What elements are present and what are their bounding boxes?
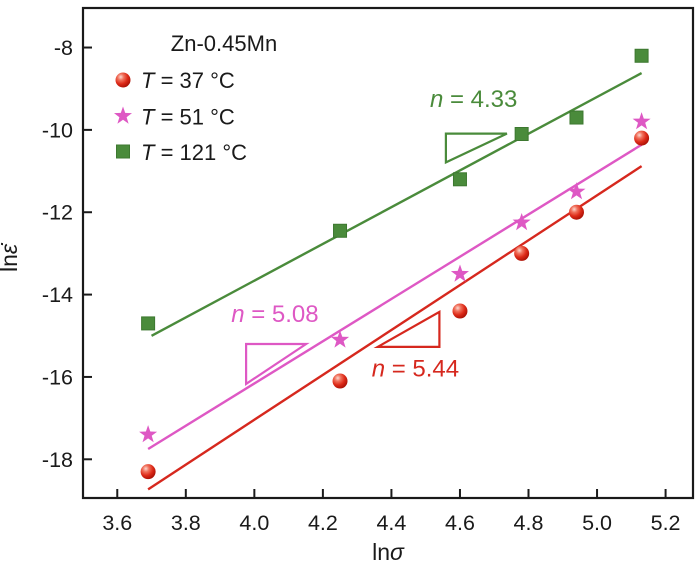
fit-line-t37 <box>147 165 643 491</box>
y-tick-label: -14 <box>42 283 73 307</box>
n-label-t51: n = 5.08 <box>231 301 318 328</box>
y-tick-label: -8 <box>54 36 73 60</box>
data-point-t121-1 <box>141 316 156 331</box>
data-point-t51-2 <box>331 330 350 348</box>
legend-marker-t121 <box>116 144 130 159</box>
x-tick-label: 3.6 <box>102 511 132 535</box>
n-label-t121: n = 4.33 <box>430 86 517 113</box>
y-axis-label: lnε̇ <box>0 242 22 272</box>
data-point-t121-5 <box>569 110 584 125</box>
data-point-t51-4 <box>512 213 531 231</box>
legend-marker-t37 <box>115 72 131 88</box>
slope-triangle-t121 <box>444 132 508 165</box>
data-point-t51-3 <box>450 264 469 282</box>
data-point-t37-2 <box>332 373 348 389</box>
slope-triangle-t37 <box>373 310 441 348</box>
data-point-t121-2 <box>333 223 348 238</box>
x-tick-label: 4.2 <box>308 511 338 535</box>
x-tick-label: 4.0 <box>239 511 269 535</box>
data-point-t51-5 <box>567 182 586 200</box>
x-axis-label: lnσ <box>372 539 405 565</box>
legend-label-t121: T = 121 °C <box>141 140 247 165</box>
x-tick-label: 4.8 <box>514 511 544 535</box>
data-point-t37-1 <box>140 464 156 480</box>
y-tick-label: -16 <box>42 365 73 389</box>
legend-label-t37: T = 37 °C <box>141 68 235 93</box>
data-point-t51-6 <box>632 112 651 130</box>
x-tick-label: 4.6 <box>445 511 475 535</box>
fit-line-t51 <box>147 143 643 451</box>
n-label-t37: n = 5.44 <box>372 356 459 383</box>
x-tick-label: 5.0 <box>582 511 612 535</box>
y-tick-label: -10 <box>42 118 73 142</box>
x-tick-label: 4.4 <box>376 511 406 535</box>
data-point-t121-4 <box>514 127 529 141</box>
y-tick-label: -18 <box>42 448 73 472</box>
legend-label-t51: T = 51 °C <box>141 105 235 130</box>
slope-triangle-t51 <box>245 342 310 386</box>
y-tick-label: -12 <box>42 201 73 225</box>
legend-title: Zn-0.45Mn <box>171 31 277 56</box>
fit-line-t121 <box>150 72 643 337</box>
data-point-t51-1 <box>139 425 158 443</box>
data-point-t37-3 <box>452 303 468 319</box>
plot-frame <box>81 6 695 500</box>
data-point-t37-5 <box>568 204 584 220</box>
data-point-t37-4 <box>514 245 530 261</box>
data-point-t121-3 <box>452 172 467 187</box>
data-point-t37-6 <box>634 130 650 146</box>
legend-marker-t51 <box>114 106 132 124</box>
data-point-t121-6 <box>634 48 649 63</box>
x-tick-label: 3.8 <box>171 511 201 535</box>
x-tick-label: 5.2 <box>651 511 681 535</box>
